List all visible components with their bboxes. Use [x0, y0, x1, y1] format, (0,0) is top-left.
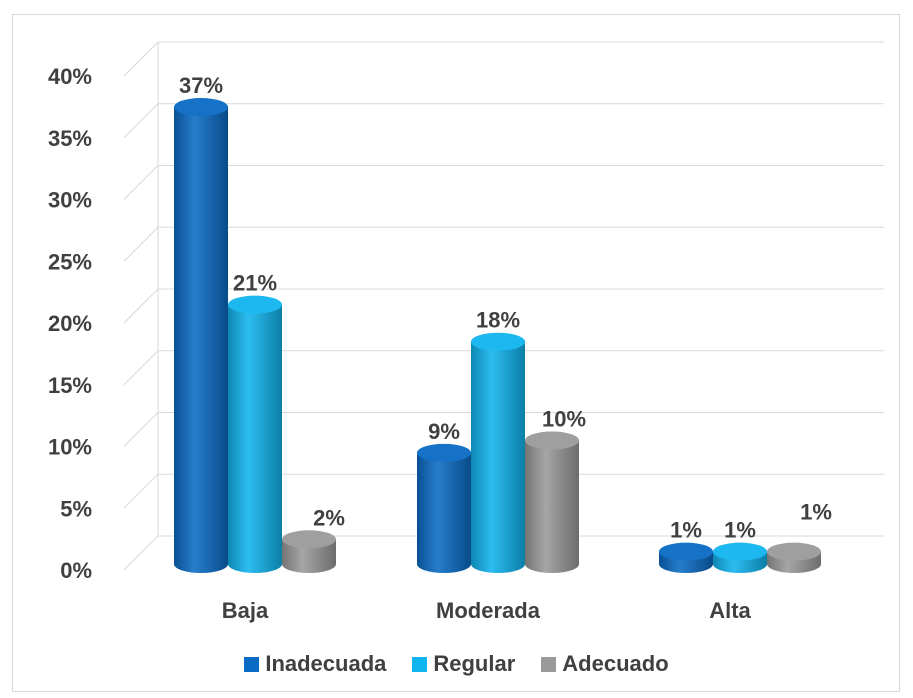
legend-item-regular: Regular — [412, 651, 515, 677]
bar-top — [713, 542, 767, 561]
gridline-diag — [123, 41, 159, 77]
y-tick-label: 20% — [48, 311, 92, 336]
legend-item-inadecuada: Inadecuada — [244, 651, 386, 677]
bar-adecuado-moderada — [525, 431, 579, 573]
bar-top — [282, 530, 336, 549]
data-label-adecuado-moderada: 10% — [542, 407, 586, 432]
category-label-alta: Alta — [709, 598, 751, 623]
category-label-moderada: Moderada — [436, 598, 541, 623]
y-tick-label: 25% — [48, 249, 92, 274]
bar-adecuado-alta — [767, 542, 821, 573]
bar-top — [525, 431, 579, 450]
bar-body — [228, 304, 282, 573]
bar-inadecuada-moderada — [417, 443, 471, 573]
gridline-diag — [123, 226, 159, 262]
bar-top — [659, 542, 713, 561]
y-tick-label: 35% — [48, 126, 92, 151]
bar-chart: 0% 5% 10% 15% 20% 25% 30% 35% 40% 37% 21% 2% Baja 9% 1… — [48, 41, 884, 623]
legend-label-regular: Regular — [433, 651, 516, 676]
bar-top — [767, 542, 821, 561]
legend-swatch-regular — [412, 656, 428, 672]
category-label-baja: Baja — [222, 598, 269, 623]
data-label-adecuado-alta: 1% — [800, 500, 832, 525]
gridline-diag — [123, 473, 159, 509]
gridline-diag — [123, 165, 159, 200]
legend-swatch-inadecuada — [244, 656, 260, 672]
bar-top — [471, 332, 525, 351]
y-tick-label: 15% — [48, 373, 92, 398]
legend: Inadecuada Regular Adecuado — [0, 646, 913, 682]
bar-body — [417, 452, 471, 573]
gridline-diag — [123, 350, 159, 386]
y-tick-label: 5% — [60, 496, 92, 521]
bar-regular-moderada — [471, 332, 525, 573]
gridline-diag — [123, 535, 159, 571]
data-label-adecuado-baja: 2% — [313, 505, 345, 530]
legend-swatch-adecuado — [541, 656, 557, 672]
legend-label-adecuado: Adecuado — [562, 651, 669, 676]
data-label-inadecuada-baja: 37% — [179, 73, 223, 98]
bar-inadecuada-alta — [659, 542, 713, 573]
bar-top — [174, 98, 228, 117]
bar-body — [471, 341, 525, 573]
bar-top — [228, 295, 282, 314]
bar-regular-alta — [713, 542, 767, 573]
bar-body — [174, 107, 228, 574]
chart-frame — [12, 14, 900, 692]
legend-item-adecuado: Adecuado — [541, 651, 669, 677]
bar-top — [417, 443, 471, 462]
data-label-inadecuada-alta: 1% — [670, 518, 702, 543]
bar-body — [525, 440, 579, 573]
y-tick-label: 40% — [48, 64, 92, 89]
data-label-regular-moderada: 18% — [476, 308, 520, 333]
bar-adecuado-baja — [282, 530, 336, 573]
gridline-diag — [123, 412, 159, 447]
bar-regular-baja — [228, 295, 282, 573]
gridline-diag — [123, 288, 159, 324]
data-label-inadecuada-moderada: 9% — [428, 419, 460, 444]
bar-inadecuada-baja — [174, 98, 228, 574]
y-tick-label: 0% — [60, 558, 92, 583]
bar-body — [282, 539, 336, 573]
data-label-regular-alta: 1% — [724, 518, 756, 543]
y-tick-label: 30% — [48, 188, 92, 213]
gridline-diag — [123, 103, 159, 139]
data-label-regular-baja: 21% — [233, 271, 277, 296]
y-tick-label: 10% — [48, 435, 92, 460]
legend-label-inadecuada: Inadecuada — [265, 651, 387, 676]
